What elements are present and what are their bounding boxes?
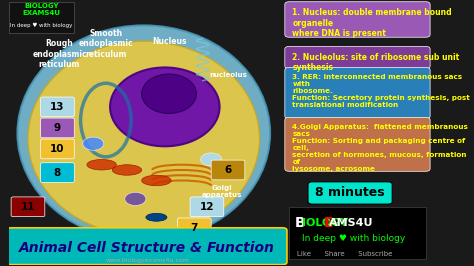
Text: 8: 8 (54, 168, 61, 178)
Text: E: E (324, 215, 334, 230)
Text: 8 minutes: 8 minutes (315, 186, 385, 200)
Text: Nucleus: Nucleus (152, 37, 186, 46)
FancyBboxPatch shape (41, 97, 74, 117)
Circle shape (125, 192, 146, 205)
Text: 9: 9 (54, 123, 61, 133)
FancyBboxPatch shape (285, 2, 430, 37)
FancyBboxPatch shape (285, 47, 430, 69)
FancyBboxPatch shape (11, 197, 45, 217)
Text: 3. RER: interconnected membranous sacs with
ribosome.
Function: Secretory protei: 3. RER: interconnected membranous sacs w… (292, 74, 470, 108)
FancyBboxPatch shape (308, 182, 392, 204)
FancyBboxPatch shape (190, 197, 224, 217)
Text: 10: 10 (50, 144, 64, 154)
Text: Like      Share      Subscribe: Like Share Subscribe (298, 251, 393, 257)
Text: 11: 11 (21, 202, 35, 212)
Ellipse shape (112, 165, 142, 175)
Text: In deep ♥ with biology: In deep ♥ with biology (301, 234, 405, 243)
FancyBboxPatch shape (9, 2, 74, 33)
Text: nucleolus: nucleolus (209, 72, 247, 78)
Text: 4.Golgi Apparatus:  flattened membranous sacs
Function: Sorting and packaging ce: 4.Golgi Apparatus: flattened membranous … (292, 124, 468, 172)
Text: B: B (294, 215, 305, 230)
Text: www.biologyexams4u.com: www.biologyexams4u.com (106, 258, 190, 263)
FancyBboxPatch shape (289, 207, 426, 259)
FancyBboxPatch shape (41, 139, 74, 159)
Text: BIOLOGY
EXAMS4U: BIOLOGY EXAMS4U (23, 3, 61, 16)
Ellipse shape (28, 41, 260, 236)
Ellipse shape (87, 159, 117, 170)
Ellipse shape (142, 74, 196, 114)
Circle shape (201, 153, 222, 166)
FancyBboxPatch shape (41, 163, 74, 182)
Text: Animal Cell Structure & Function: Animal Cell Structure & Function (19, 240, 275, 255)
FancyBboxPatch shape (177, 218, 211, 238)
Text: IOLOGY: IOLOGY (301, 218, 348, 227)
Ellipse shape (18, 25, 270, 241)
Text: 7: 7 (191, 223, 198, 233)
FancyBboxPatch shape (7, 228, 287, 265)
FancyBboxPatch shape (41, 118, 74, 138)
FancyBboxPatch shape (285, 68, 430, 119)
Text: 1. Nucleus: double membrane bound organelle
where DNA is present: 1. Nucleus: double membrane bound organe… (292, 8, 452, 38)
FancyBboxPatch shape (285, 117, 430, 171)
Ellipse shape (146, 213, 167, 221)
FancyBboxPatch shape (211, 160, 245, 180)
Circle shape (82, 137, 104, 150)
Text: AMS4U: AMS4U (329, 218, 374, 227)
Text: Smooth
endoplasmic
reticulum: Smooth endoplasmic reticulum (79, 29, 133, 59)
Text: Rough
endoplasmic
reticulum: Rough endoplasmic reticulum (32, 39, 87, 69)
Ellipse shape (110, 68, 219, 146)
Text: 2. Nucleolus: site of ribosome sub unit synthesis: 2. Nucleolus: site of ribosome sub unit … (292, 53, 460, 72)
Text: 13: 13 (50, 102, 64, 112)
Text: In deep ♥ with biology: In deep ♥ with biology (10, 23, 73, 28)
Text: 12: 12 (200, 202, 214, 212)
Text: Golgi
apparatus: Golgi apparatus (201, 185, 242, 198)
Text: 6: 6 (224, 165, 232, 175)
Ellipse shape (142, 175, 171, 186)
